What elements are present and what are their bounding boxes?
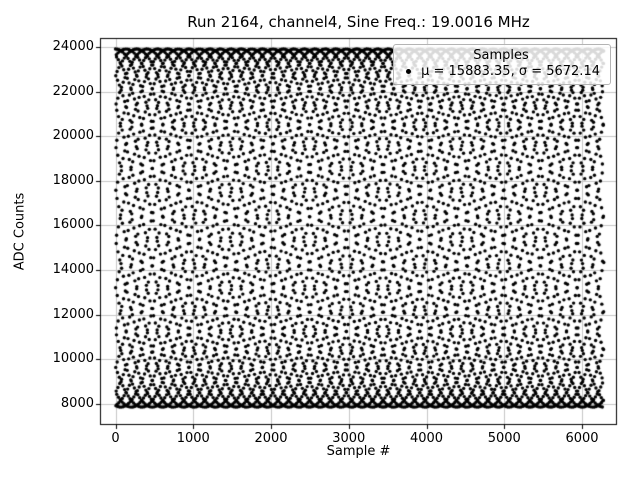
x-tick-label: 6000 [565,431,599,446]
y-tick-label: 8000 [60,396,94,412]
x-tick-label: 2000 [254,431,288,446]
legend-entry: μ = 15883.35, σ = 5672.14 [402,64,600,79]
legend: Samples μ = 15883.35, σ = 5672.14 [393,44,611,85]
x-tick-label: 0 [111,431,120,446]
y-tick-label: 18000 [52,172,94,188]
y-tick-label: 20000 [52,128,94,144]
legend-entry-text: μ = 15883.35, σ = 5672.14 [421,64,600,79]
y-tick-label: 14000 [52,262,94,278]
sample-marker-icon [406,69,412,74]
x-tick-label: 3000 [332,431,366,446]
legend-title: Samples [473,48,529,63]
x-tick-label: 5000 [487,431,521,446]
y-tick-label: 10000 [52,351,94,367]
y-tick-label: 22000 [52,83,94,99]
y-tick-label: 24000 [52,38,94,54]
y-tick-label: 12000 [52,306,94,322]
x-axis-label: Sample # [326,444,391,459]
x-tick-label: 1000 [176,431,210,446]
chart-title: Run 2164, channel4, Sine Freq.: 19.0016 … [187,13,530,31]
x-tick-label: 4000 [409,431,444,446]
y-tick-label: 16000 [52,217,94,233]
